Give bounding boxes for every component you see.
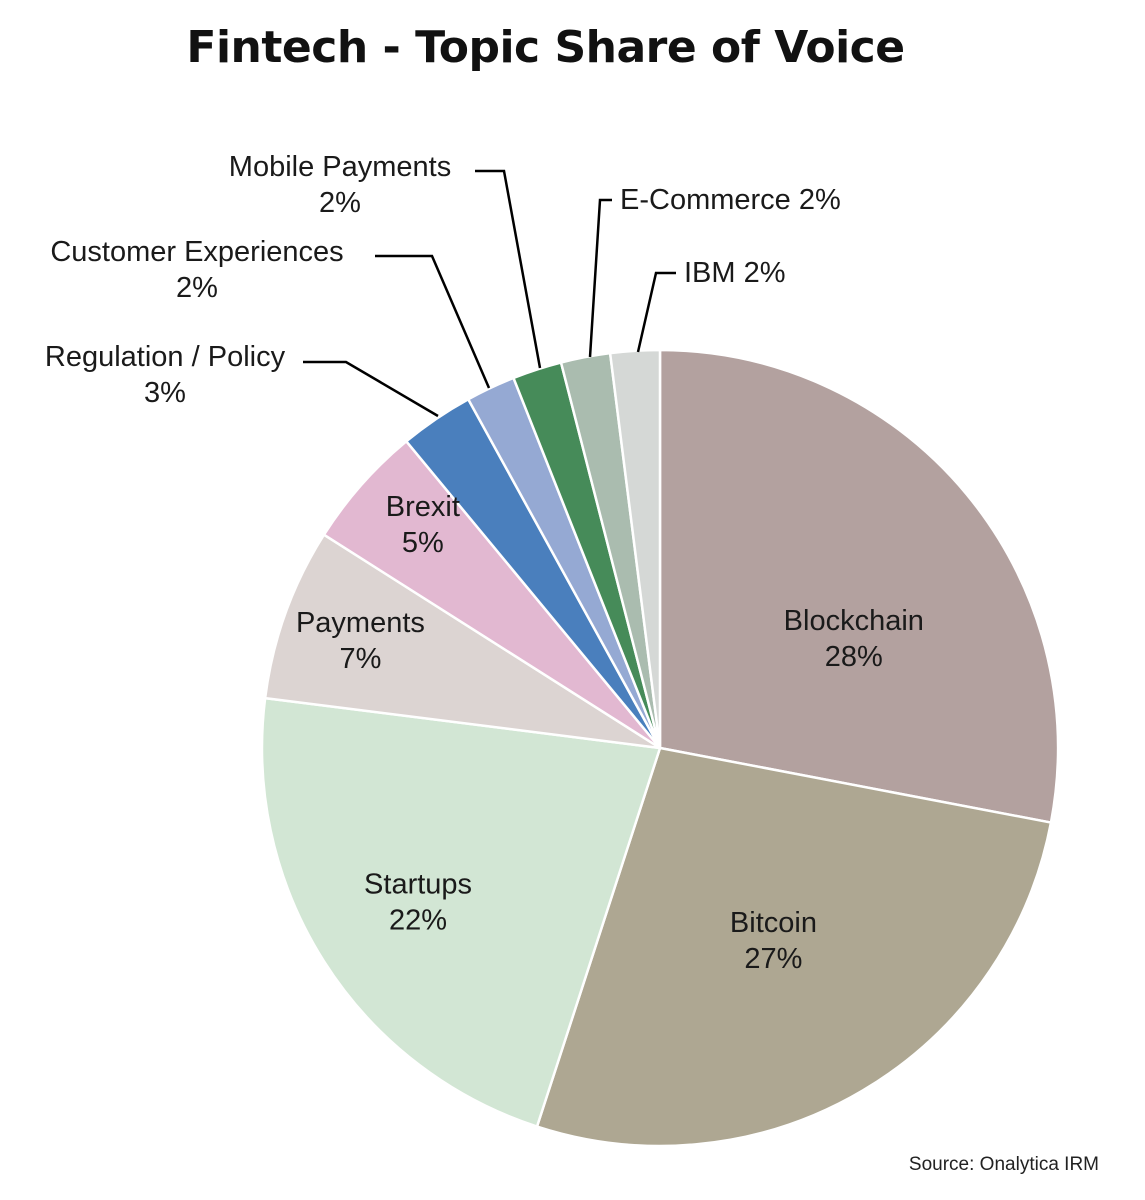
pie-slice-payments: [263, 533, 661, 750]
chart-title: Fintech - Topic Share of Voice: [186, 22, 905, 73]
outer-labels: Regulation / Policy 3% Customer Experience…: [45, 151, 841, 418]
pie-slice-ibm: [608, 348, 662, 749]
slice-label-ibm: IBM 2%: [684, 257, 786, 289]
leader-line-mobile-payments: [475, 169, 542, 369]
slice-label-payments: Payments 7%: [296, 607, 425, 675]
source-note: Source: Onalytica IRM: [908, 1154, 1099, 1175]
inner-labels: Blockchain 28% Bitcoin 27% Startups 22% Paymen…: [296, 491, 924, 975]
pie-slices: [260, 348, 1060, 1148]
slice-label-e-commerce: E-Commerce 2%: [620, 184, 841, 216]
pie-slice-blockchain: [658, 348, 1060, 825]
leader-line-e-commerce: [588, 198, 612, 358]
leader-line-ibm: [636, 271, 676, 353]
leader-line-regulation-policy: [303, 360, 439, 418]
slice-label-blockchain: Blockchain 28%: [784, 605, 924, 673]
slice-label-startups: Startups 22%: [364, 869, 472, 937]
slice-label-brexit: Brexit 5%: [386, 491, 460, 559]
slice-label-regulation-policy: Regulation / Policy 3%: [45, 341, 286, 409]
pie-slice-bitcoin: [535, 746, 1053, 1148]
slice-label-bitcoin: Bitcoin 27%: [730, 907, 817, 975]
slice-label-customer-experiences: Customer Experiences 2%: [50, 236, 343, 304]
slice-label-mobile-payments: Mobile Payments 2%: [229, 151, 451, 219]
pie-slice-startups: [260, 696, 662, 1129]
leader-line-customer-experiences: [375, 254, 491, 389]
